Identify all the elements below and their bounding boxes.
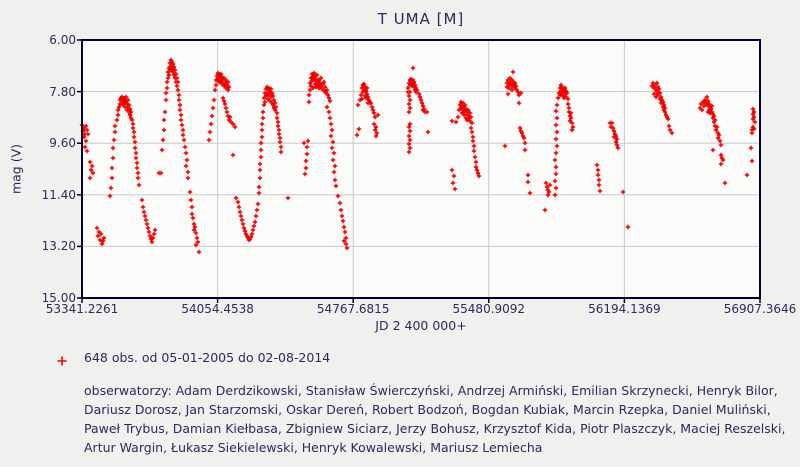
plot-area: [82, 40, 760, 298]
x-axis-label: JD 2 400 000+: [375, 318, 467, 333]
y-tick-label: 13.20: [41, 239, 76, 254]
y-tick-label: 7.80: [49, 84, 76, 99]
chart-title: T UMA [M]: [377, 10, 465, 28]
x-tick-label: 53341.2261: [45, 302, 119, 316]
legend-label: 648 obs. od 05-01-2005 do 02-08-2014: [84, 350, 331, 365]
plus-icon: [56, 352, 68, 371]
y-tick-label: 6.00: [49, 33, 76, 47]
y-tick-label: 11.40: [41, 187, 76, 202]
y-tick-label: 15.00: [41, 291, 76, 305]
x-tick-label: 56194.1369: [588, 302, 661, 316]
plot-border: [81, 39, 761, 299]
x-tick-label: 54054.4538: [181, 302, 254, 316]
x-tick-label: 55480.9092: [452, 302, 526, 316]
y-tick-label: 9.60: [49, 136, 76, 151]
observers-text: obserwatorzy: Adam Derdzikowski, Stanisł…: [84, 383, 786, 455]
x-tick-label: 54767.6815: [316, 302, 390, 316]
y-axis-label: mag (V): [8, 143, 24, 195]
x-tick-label: 56907.3646: [723, 302, 797, 316]
